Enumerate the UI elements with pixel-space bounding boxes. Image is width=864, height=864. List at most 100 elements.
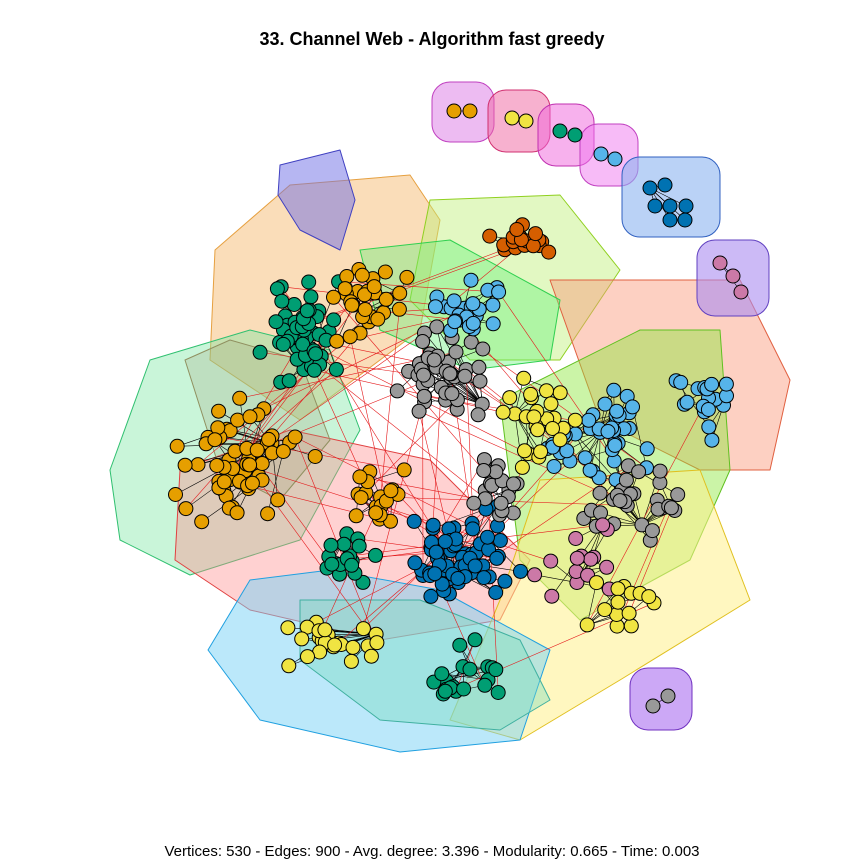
vertex <box>324 556 340 572</box>
vertex <box>472 373 488 389</box>
vertex <box>631 464 647 480</box>
vertex <box>294 631 310 647</box>
vertex <box>378 291 394 307</box>
vertex <box>242 409 258 425</box>
vertex <box>593 146 609 162</box>
vertex <box>190 457 206 473</box>
vertex <box>609 403 625 419</box>
vertex <box>546 459 562 474</box>
vertex <box>552 123 568 139</box>
vertex <box>541 244 557 260</box>
vertex <box>467 558 483 574</box>
vertex <box>363 648 379 664</box>
vertex <box>477 677 493 693</box>
vertex <box>466 495 482 511</box>
vertex <box>383 483 399 499</box>
vertex <box>446 103 462 119</box>
vertex <box>533 444 549 460</box>
vertex <box>399 269 415 285</box>
vertex <box>662 198 678 214</box>
vertex <box>249 442 265 458</box>
vertex <box>470 407 486 423</box>
vertex <box>194 514 210 530</box>
vertex <box>530 422 546 438</box>
vertex <box>456 681 472 697</box>
vertex <box>543 553 559 569</box>
vertex <box>568 531 584 546</box>
vertex <box>679 394 695 410</box>
vertex <box>704 432 720 448</box>
vertex <box>677 212 693 228</box>
vertex <box>545 421 560 436</box>
vertex <box>442 366 458 382</box>
vertex <box>567 127 583 143</box>
vertex <box>517 443 532 459</box>
vertex <box>621 605 637 621</box>
vertex <box>599 559 615 575</box>
vertex <box>423 588 439 604</box>
vertex <box>465 296 481 312</box>
inter-community-edge <box>302 339 529 454</box>
vertex <box>281 658 297 674</box>
vertex <box>678 198 694 214</box>
vertex <box>447 314 463 330</box>
vertex <box>317 622 333 638</box>
vertex <box>597 602 613 618</box>
vertex <box>488 585 504 600</box>
vertex <box>348 508 364 524</box>
vertex <box>701 419 717 435</box>
vertex <box>514 459 530 475</box>
vertex <box>275 444 291 459</box>
vertex <box>406 513 422 529</box>
vertex <box>429 319 445 335</box>
vertex <box>482 228 498 244</box>
inter-community-edge <box>365 399 458 494</box>
vertex <box>416 388 432 404</box>
vertex <box>427 566 443 582</box>
vertex <box>462 661 478 677</box>
vertex <box>567 412 583 428</box>
vertex <box>269 281 285 297</box>
vertex <box>700 402 716 417</box>
vertex <box>428 299 443 315</box>
vertex <box>268 314 284 330</box>
vertex <box>244 475 260 491</box>
vertex <box>644 523 660 539</box>
edge <box>514 413 523 468</box>
edge <box>436 326 483 405</box>
vertex <box>516 370 532 386</box>
vertex <box>287 429 303 445</box>
vertex <box>559 443 575 459</box>
edge <box>271 442 316 457</box>
vertex <box>425 517 441 533</box>
vertex <box>168 487 183 502</box>
vertex <box>641 589 657 605</box>
vertex <box>434 576 450 592</box>
vertex <box>718 376 734 392</box>
inter-community-edge <box>430 459 485 548</box>
vertex <box>377 264 393 280</box>
vertex <box>657 177 673 193</box>
vertex <box>169 438 185 454</box>
vertex <box>595 517 611 533</box>
vertex <box>370 311 386 327</box>
vertex <box>490 685 506 700</box>
vertex <box>497 573 513 589</box>
inter-community-edge <box>380 309 400 497</box>
vertex <box>343 653 359 669</box>
inter-community-edge <box>246 464 378 643</box>
inter-community-edge <box>380 505 551 562</box>
vertex <box>270 492 286 508</box>
vertex <box>495 404 511 420</box>
vertex <box>351 538 367 554</box>
vertex <box>504 110 520 126</box>
vertex <box>618 472 634 488</box>
vertex <box>489 550 505 566</box>
vertex <box>502 390 518 406</box>
vertex <box>366 279 382 295</box>
vertex <box>450 571 466 586</box>
vertex <box>354 267 370 283</box>
vertex <box>488 662 504 678</box>
vertex <box>209 458 225 473</box>
vertex <box>463 272 479 288</box>
